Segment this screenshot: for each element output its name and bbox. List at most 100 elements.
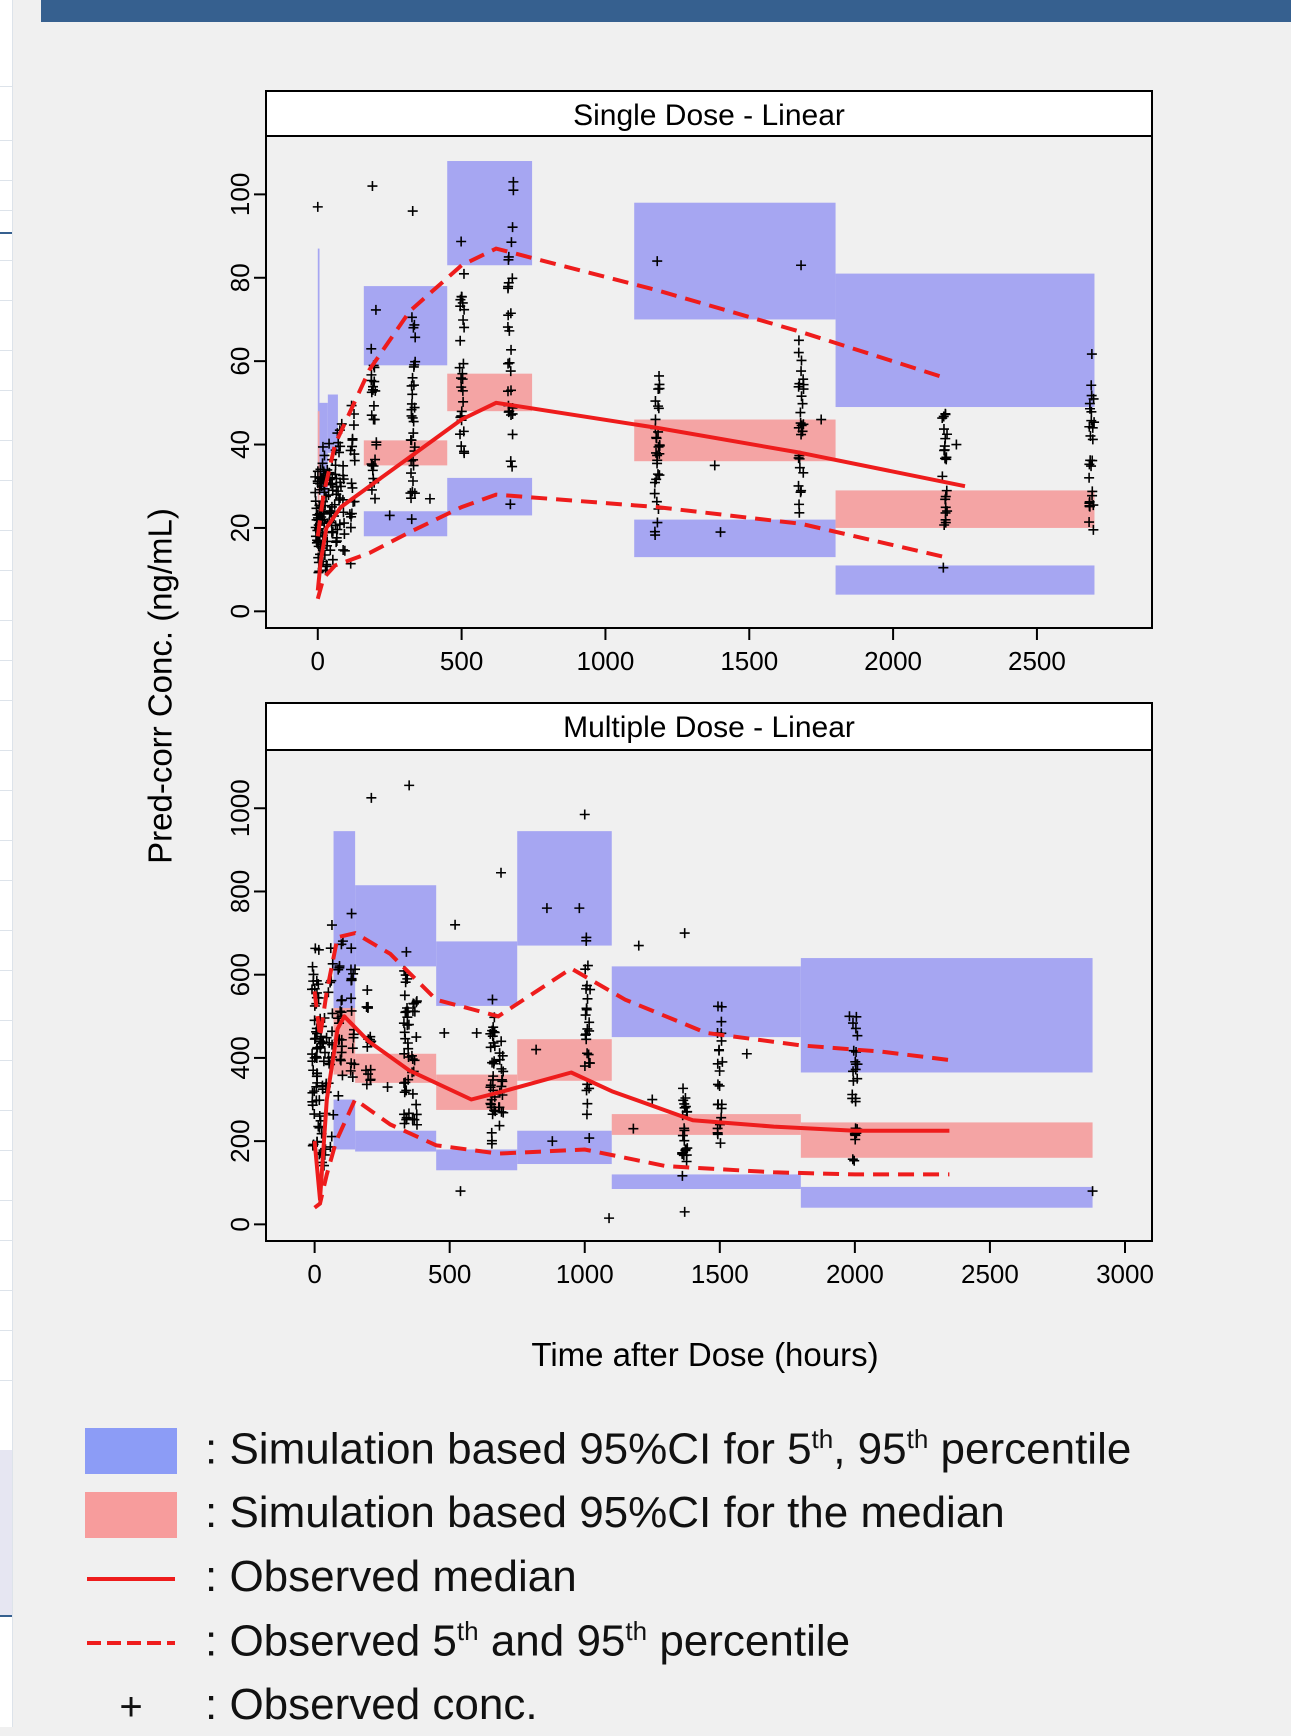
observed-conc-point (850, 1023, 861, 1034)
pi-band (436, 941, 518, 1006)
observed-conc-point (650, 414, 661, 425)
observed-conc-point (326, 527, 337, 538)
panel-strip (265, 90, 1153, 137)
observed-conc-point (848, 1075, 859, 1086)
observed-conc-point (716, 1016, 727, 1027)
observed-conc-point (408, 428, 419, 439)
observed-conc-point (681, 1106, 692, 1117)
legend-plus-icon: + (119, 1685, 143, 1729)
observed-conc-point (938, 424, 949, 435)
observed-conc-point (409, 442, 420, 453)
legend-solid-line-icon (87, 1577, 175, 1581)
observed-conc-point (848, 1045, 859, 1056)
pi-band (363, 286, 448, 366)
observed-conc-point (647, 1094, 658, 1105)
observed-conc-point (505, 499, 516, 510)
legend-swatch-median (85, 1492, 177, 1538)
legend-label-pi: : Simulation based 95%CI for 5th, 95th p… (205, 1424, 1132, 1474)
x-tick-label: 2000 (826, 1259, 884, 1289)
observed-conc-point (679, 1135, 690, 1146)
observed-conc-point (370, 304, 381, 315)
observed-conc-point (680, 1101, 691, 1112)
observed-conc-point (716, 1001, 727, 1012)
observed-conc-point (503, 251, 514, 262)
observed-conc-point (323, 987, 334, 998)
observed-conc-point (347, 1072, 358, 1083)
x-tick-label: 0 (311, 646, 325, 676)
observed-conc-point (336, 995, 347, 1006)
observed-conc-point (579, 1061, 590, 1072)
observed-conc-point (409, 1006, 420, 1017)
observed-conc-point (407, 1114, 418, 1125)
observed-conc-point (404, 780, 415, 791)
observed-conc-point (456, 291, 467, 302)
observed-conc-point (371, 439, 382, 450)
y-tick-label: 800 (225, 870, 255, 913)
observed-conc-point (406, 468, 417, 479)
observed-conc-point (459, 448, 470, 459)
observed-median-line (312, 1014, 950, 1202)
observed-conc-point (793, 335, 804, 346)
observed-conc-point (313, 944, 324, 955)
observed-conc-point (581, 1109, 592, 1120)
observed-conc-point (335, 477, 346, 488)
legend-label-median: : Simulation based 95%CI for the median (205, 1488, 1005, 1537)
observed-conc-point (794, 453, 805, 464)
observed-conc-point (403, 1043, 414, 1054)
observed-conc-point (502, 322, 513, 333)
observed-conc-point (677, 1147, 688, 1158)
observed-conc-point (407, 389, 418, 400)
observed-p95-line (312, 930, 950, 1062)
observed-conc-point (346, 478, 357, 489)
observed-conc-point (311, 1095, 322, 1106)
observed-conc-point (712, 1079, 723, 1090)
y-tick-label: 0 (225, 604, 255, 618)
observed-conc-point (793, 381, 804, 392)
legend-item-observed-conc: + : Observed conc. (85, 1676, 1285, 1736)
observed-conc-point (456, 441, 467, 452)
observed-median-line (315, 400, 966, 591)
observed-conc-point (329, 499, 340, 510)
observed-conc-point (307, 961, 318, 972)
x-tick-label: 1500 (720, 646, 778, 676)
observed-conc-point (654, 383, 665, 394)
observed-conc-point (335, 441, 346, 452)
observed-conc-point (847, 1154, 858, 1165)
observed-conc-point (487, 994, 498, 1005)
observed-conc-point (715, 1138, 726, 1149)
observed-conc-point (939, 520, 950, 531)
observed-conc-point (334, 961, 345, 972)
y-tick-label: 600 (225, 953, 255, 996)
observation-points (307, 780, 1098, 1224)
observed-conc-point (682, 1143, 693, 1154)
observed-conc-point (680, 1093, 691, 1103)
observed-conc-point (400, 1077, 411, 1088)
observed-conc-point (346, 908, 357, 919)
observed-conc-point (458, 396, 469, 407)
observed-conc-point (368, 460, 379, 471)
observed-conc-point (361, 1079, 372, 1090)
observed-conc-point (715, 527, 726, 538)
observed-conc-point (796, 366, 807, 377)
y-tick-label: 400 (225, 1036, 255, 1079)
observed-conc-point (311, 1051, 322, 1062)
observed-conc-point (407, 476, 418, 487)
observed-conc-point (450, 919, 461, 930)
observed-conc-point (454, 362, 465, 373)
observed-conc-point (941, 452, 952, 463)
observed-conc-point (649, 488, 660, 499)
observed-conc-point (796, 391, 807, 402)
observed-conc-point (795, 407, 806, 418)
observed-conc-point (368, 400, 379, 411)
observed-conc-point (844, 1011, 855, 1022)
observed-conc-point (939, 445, 950, 456)
observed-conc-point (628, 1123, 639, 1134)
panel-strip (265, 702, 1153, 751)
observed-conc-point (410, 332, 421, 343)
observed-conc-point (409, 1055, 420, 1066)
observed-conc-point (327, 554, 338, 565)
observed-conc-point (679, 1123, 690, 1134)
panel-title: Multiple Dose - Linear (563, 711, 855, 744)
observed-conc-point (493, 1102, 504, 1113)
observed-conc-point (310, 471, 321, 482)
